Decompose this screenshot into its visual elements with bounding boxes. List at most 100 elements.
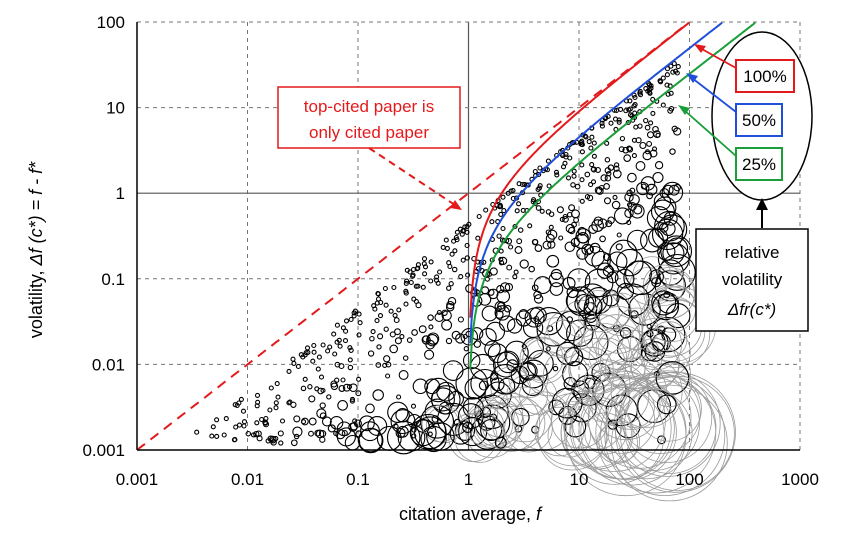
data-point <box>442 360 464 381</box>
data-point <box>483 207 489 213</box>
data-point <box>613 162 620 168</box>
data-point <box>290 356 296 362</box>
data-point <box>517 227 524 233</box>
data-point <box>673 183 681 192</box>
data-point <box>574 293 595 315</box>
data-point <box>661 181 684 204</box>
data-point <box>627 98 633 104</box>
data-point <box>534 406 584 457</box>
data-point <box>642 150 652 161</box>
data-point <box>612 169 622 179</box>
x-tick-label-5: 100 <box>675 470 703 489</box>
data-point <box>643 117 649 124</box>
data-point <box>457 403 484 430</box>
data-point <box>522 338 568 384</box>
data-point <box>660 102 666 108</box>
data-point <box>504 404 553 453</box>
y-tick-label-5: 100 <box>97 13 125 32</box>
data-point <box>391 284 397 291</box>
data-point <box>241 423 247 429</box>
data-point <box>386 420 421 455</box>
x-tick-label-1: 0.01 <box>231 470 264 489</box>
data-point <box>403 280 409 286</box>
x-tick-label-2: 0.1 <box>346 470 370 489</box>
data-point <box>357 427 384 454</box>
data-point <box>627 172 637 183</box>
data-point <box>583 359 631 406</box>
data-point <box>441 319 453 331</box>
data-point <box>604 375 726 497</box>
data-point <box>307 384 313 390</box>
data-point <box>404 278 410 284</box>
data-point <box>436 309 442 316</box>
data-point <box>514 246 523 254</box>
data-point <box>533 294 544 304</box>
data-point <box>562 213 568 220</box>
data-point <box>560 396 632 468</box>
data-point <box>565 175 572 181</box>
data-point <box>584 171 591 178</box>
data-point <box>623 154 632 162</box>
data-point <box>471 397 524 450</box>
data-point <box>591 371 661 441</box>
data-point <box>516 238 523 245</box>
data-point <box>291 360 297 366</box>
data-point <box>334 361 341 368</box>
data-point <box>646 87 653 93</box>
data-point <box>372 389 384 401</box>
data-point <box>579 177 585 183</box>
data-point <box>664 66 671 72</box>
data-point <box>300 385 307 392</box>
data-point <box>599 120 605 126</box>
data-point <box>544 319 583 359</box>
data-point <box>498 256 504 262</box>
data-point <box>415 302 422 309</box>
data-point <box>498 315 516 332</box>
data-point <box>646 330 654 338</box>
data-point <box>674 70 680 76</box>
data-point <box>614 268 635 289</box>
data-point <box>650 199 675 224</box>
data-point <box>527 223 533 229</box>
data-point <box>579 149 585 155</box>
data-point <box>496 305 502 311</box>
data-point <box>582 133 588 139</box>
data-point <box>262 421 270 428</box>
arrow-25 <box>683 109 737 157</box>
data-point <box>596 262 614 279</box>
data-point <box>644 124 651 131</box>
data-point <box>426 332 440 345</box>
data-point <box>518 361 538 381</box>
data-point <box>409 419 437 447</box>
data-point <box>506 318 523 334</box>
data-point <box>547 240 556 249</box>
data-point <box>460 328 479 346</box>
data-point <box>547 414 591 458</box>
data-point <box>355 390 362 397</box>
data-point <box>427 314 434 321</box>
data-point <box>394 337 402 345</box>
data-point <box>460 257 466 263</box>
data-point <box>221 432 227 438</box>
data-point <box>586 194 594 202</box>
data-point <box>545 346 551 352</box>
data-point <box>487 271 493 277</box>
data-point <box>454 412 505 463</box>
data-point <box>626 189 633 197</box>
data-point <box>619 327 632 339</box>
reference-line-3 <box>469 21 756 370</box>
data-point <box>496 233 502 239</box>
data-point <box>590 166 598 173</box>
data-point <box>604 167 612 174</box>
data-point <box>551 387 583 419</box>
data-point <box>646 192 654 200</box>
data-point <box>498 248 504 254</box>
data-point <box>356 332 362 338</box>
data-point <box>462 422 474 433</box>
data-point <box>365 403 375 414</box>
data-point <box>569 337 626 395</box>
data-point <box>583 314 624 356</box>
data-point <box>624 208 634 219</box>
data-point <box>466 221 472 227</box>
data-point <box>479 406 492 419</box>
